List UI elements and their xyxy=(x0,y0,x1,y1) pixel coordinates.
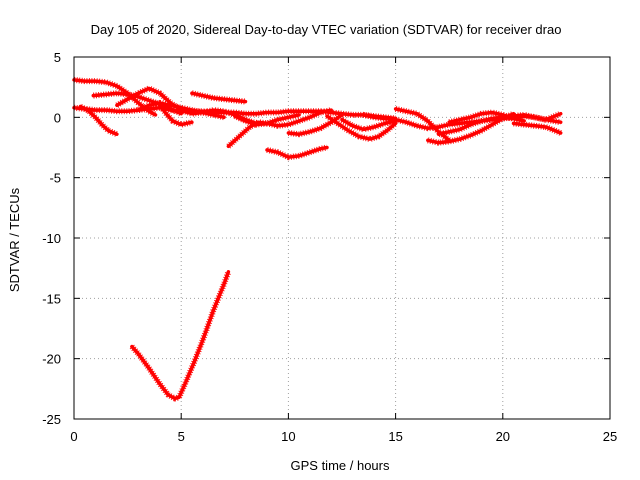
series-group xyxy=(72,76,563,402)
y-axis-label: SDTVAR / TECUs xyxy=(7,187,22,292)
series-line xyxy=(78,104,119,136)
x-axis-ticks: 0 5 10 15 20 25 xyxy=(70,57,617,444)
series-line xyxy=(233,113,301,127)
series-line xyxy=(136,101,226,120)
series-line xyxy=(158,103,194,127)
series-line xyxy=(340,117,398,132)
y-axis-ticks: -25 -20 -15 -10 -5 0 5 xyxy=(42,50,610,427)
y-tick-label: -5 xyxy=(49,171,61,186)
y-tick-label: -20 xyxy=(42,352,61,367)
y-tick-label: -25 xyxy=(42,412,61,427)
x-tick-label: 10 xyxy=(281,429,295,444)
series-line xyxy=(265,145,329,159)
chart-title: Day 105 of 2020, Sidereal Day-to-day VTE… xyxy=(91,22,562,37)
x-tick-label: 5 xyxy=(178,429,185,444)
series-line xyxy=(130,270,231,401)
y-tick-label: 0 xyxy=(54,110,61,125)
y-tick-label: -10 xyxy=(42,231,61,246)
series-line xyxy=(511,121,563,135)
series-line xyxy=(190,91,248,104)
x-tick-label: 0 xyxy=(70,429,77,444)
y-tick-label: -15 xyxy=(42,291,61,306)
series-line xyxy=(436,115,516,136)
series-line xyxy=(501,111,563,122)
x-tick-label: 20 xyxy=(496,429,510,444)
x-tick-label: 25 xyxy=(603,429,617,444)
x-tick-label: 15 xyxy=(388,429,402,444)
x-axis-label: GPS time / hours xyxy=(291,458,390,473)
series-line xyxy=(226,108,334,149)
y-tick-label: 5 xyxy=(54,50,61,65)
series-line xyxy=(325,114,398,141)
